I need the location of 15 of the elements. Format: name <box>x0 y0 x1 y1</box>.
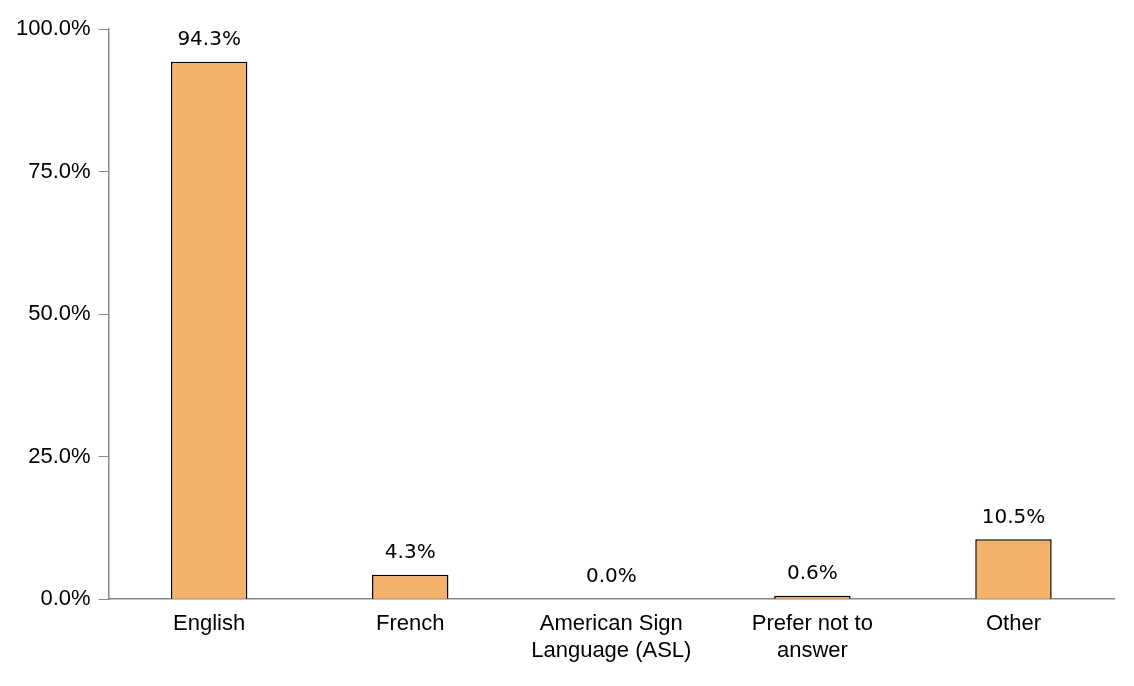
y-tick-label: 0.0% <box>40 585 91 611</box>
x-tick-label: French <box>375 610 445 636</box>
data-label: 0.0% <box>585 563 637 588</box>
y-tick-label: 50.0% <box>28 300 91 326</box>
y-tick-label: 75.0% <box>28 157 91 183</box>
data-label: 4.3% <box>384 538 436 563</box>
data-label: 0.6% <box>786 559 838 584</box>
x-tick-label: Other <box>985 610 1041 636</box>
data-label: 94.3% <box>177 25 241 50</box>
x-tick-label: American Sign Language (ASL) <box>531 610 692 662</box>
x-tick-label: Prefer not to answer <box>751 610 873 662</box>
x-tick-label: English <box>173 610 246 636</box>
y-tick-label: 100.0% <box>15 15 91 41</box>
data-label: 10.5% <box>981 503 1046 528</box>
y-tick-label: 25.0% <box>28 442 91 468</box>
